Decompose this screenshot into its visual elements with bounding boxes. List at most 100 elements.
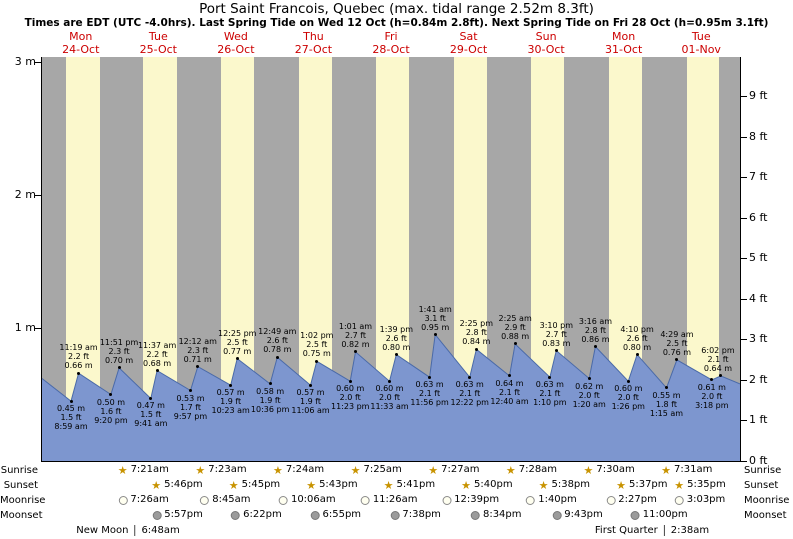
tide-event-label: 0.63 m 2.1 ft 1:10 pm <box>528 380 572 407</box>
tide-label-line: 2.1 ft <box>459 389 481 399</box>
axis-tick <box>35 328 41 329</box>
day-of-week: Wed <box>223 30 248 43</box>
tide-label-line: 0.80 m <box>382 342 411 352</box>
tide-label-line: 2.0 ft <box>339 393 361 403</box>
right-axis-label: 1 ft <box>749 413 768 427</box>
tide-event-label: 12:25 pm 2.5 ft 0.77 m <box>215 329 259 356</box>
tide-label-line: 11:23 pm <box>330 402 370 412</box>
axis-tick <box>741 136 747 138</box>
sunset-time: 5:40pm <box>474 479 513 490</box>
right-axis-label: 9 ft <box>749 89 768 103</box>
sunrise-entry: ★ 7:25am <box>351 463 402 477</box>
sunrise-time: 7:21am <box>130 464 169 475</box>
tide-event-dot <box>229 383 233 387</box>
tide-label-line: 2.6 ft <box>626 333 648 343</box>
sunset-entry: ★ 5:45pm <box>229 478 280 492</box>
tide-event-dot <box>354 350 357 354</box>
day-label: Mon 31-Oct <box>594 30 654 56</box>
tide-label-line: 2.5 ft <box>226 337 248 347</box>
sunset-star-icon: ★ <box>306 478 317 492</box>
tide-event-label: 0.61 m 2.0 ft 3:18 pm <box>690 383 734 410</box>
day-of-week: Sat <box>459 30 478 43</box>
moonset-time: 9:43pm <box>564 509 603 520</box>
tide-label-line: 3:16 am <box>578 316 613 326</box>
moonset-moon-icon <box>152 510 162 520</box>
sunset-star-icon: ★ <box>228 478 239 492</box>
moonrise-time: 10:06am <box>290 494 336 505</box>
sunrise-time: 7:24am <box>285 464 325 475</box>
tide-label-line: 2.8 ft <box>584 325 606 335</box>
day-of-week: Mon <box>612 30 636 43</box>
tide-event-dot <box>117 366 121 370</box>
tide-label-line: 11:37 am <box>137 340 177 350</box>
tide-label-line: 12:25 pm <box>218 328 257 338</box>
tide-label-line: 2.3 ft <box>108 346 130 356</box>
right-axis-label: 8 ft <box>749 129 768 143</box>
tide-label-line: 1.5 ft <box>140 410 162 420</box>
moonrise-row-label-right: Moonrise <box>744 495 790 506</box>
sunrise-star-icon: ★ <box>583 463 594 477</box>
tide-label-line: 2.0 ft <box>701 391 723 401</box>
tide-label-line: 1.8 ft <box>655 399 677 409</box>
tide-label-line: 2.2 ft <box>146 349 168 359</box>
tide-label-line: 0.50 m <box>96 397 126 407</box>
tide-label-line: 2.1 ft <box>419 389 441 399</box>
tide-event-label: 3:10 pm 2.7 ft 0.83 m <box>534 321 578 348</box>
tide-event-dot <box>196 365 200 369</box>
tide-event-label: 4:29 am 2.5 ft 0.76 m <box>655 330 699 357</box>
sunset-entry: ★ 5:35pm <box>674 478 725 492</box>
tide-event-dot <box>626 379 630 383</box>
sunrise-time: 7:25am <box>363 464 402 475</box>
tide-event-dot <box>507 374 511 378</box>
sunset-star-icon: ★ <box>151 478 162 492</box>
right-axis-label: 2 ft <box>749 372 768 386</box>
sunrise-row-label-right: Sunrise <box>744 465 782 476</box>
moonset-entry: 9:43pm <box>552 508 603 522</box>
tide-event-dot <box>433 333 437 337</box>
day-of-week: Thu <box>303 30 324 43</box>
left-axis-line <box>41 57 42 462</box>
sunrise-entry: ★ 7:23am <box>195 463 246 477</box>
tide-event-dot <box>593 345 597 349</box>
tide-event-dot <box>188 389 192 392</box>
sunset-time: 5:38pm <box>551 479 591 490</box>
sunrise-row-label-left: Sunrise <box>0 465 38 476</box>
tide-label-line: 2.1 ft <box>539 389 561 399</box>
day-date: 31-Oct <box>605 43 643 56</box>
tide-event-dot <box>149 396 153 400</box>
sunrise-entry: ★ 7:31am <box>661 463 712 477</box>
right-axis-label: 7 ft <box>749 170 768 184</box>
day-label: Fri 28-Oct <box>361 30 421 56</box>
tide-event-dot <box>710 378 714 382</box>
tide-label-line: 0.47 m <box>136 401 165 411</box>
tide-label-line: 6:02 pm <box>701 345 735 355</box>
tide-event-dot <box>348 379 352 383</box>
right-axis-line <box>740 57 741 462</box>
tide-label-line: 9:20 pm <box>94 415 128 425</box>
moonrise-time: 12:39pm <box>454 494 500 505</box>
tide-label-line: 0.63 m <box>535 380 564 390</box>
tide-label-line: 1.9 ft <box>259 395 281 405</box>
tide-label-line: 2.1 ft <box>498 387 521 397</box>
moonrise-entry: 3:03pm <box>674 493 725 507</box>
day-date: 28-Oct <box>372 43 410 56</box>
day-label: Tue 01-Nov <box>671 30 731 56</box>
axis-tick <box>741 96 747 98</box>
moonset-entry: 6:55pm <box>310 508 361 522</box>
tide-event-dot <box>587 377 591 381</box>
tide-curve <box>42 333 740 461</box>
tide-event-label: 4:10 pm 2.6 ft 0.80 m <box>615 325 659 352</box>
sunrise-time: 7:27am <box>441 464 480 475</box>
left-axis-label: 2 m <box>14 188 36 201</box>
tide-line <box>42 333 740 402</box>
sunrise-entry: ★ 7:27am <box>428 463 479 477</box>
moonset-entry: 11:00pm <box>630 508 688 522</box>
tide-label-line: 9:41 am <box>134 419 168 429</box>
tide-label-line: 1.7 ft <box>179 402 202 412</box>
tide-label-line: 0.77 m <box>223 346 252 356</box>
tide-label-line: 0.53 m <box>176 393 205 403</box>
tide-label-line: 0.63 m <box>415 380 444 390</box>
tide-label-line: 1.9 ft <box>299 397 322 407</box>
tide-label-line: 0.45 m <box>56 404 86 414</box>
tide-event-label: 0.55 m 1.8 ft 1:15 am <box>644 391 688 418</box>
